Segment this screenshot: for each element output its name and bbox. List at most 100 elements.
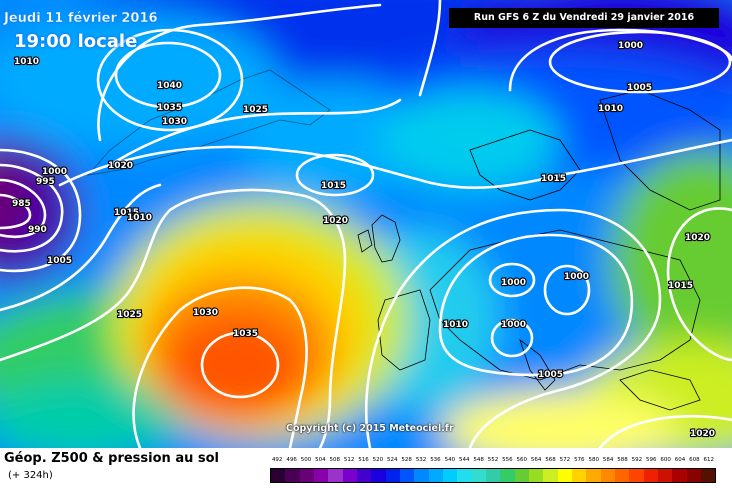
geopotential-field (0, 0, 732, 448)
legend-swatch (500, 469, 515, 482)
isobar-label: 1020 (323, 216, 348, 226)
isobar-label: 995 (36, 177, 55, 187)
legend-swatch (399, 469, 415, 482)
isobar-label: 1020 (690, 429, 715, 439)
legend-swatch (385, 469, 400, 482)
legend-swatch (442, 469, 458, 482)
forecast-time: 19:00 locale (14, 31, 138, 52)
isobar-lines (0, 0, 732, 448)
forecast-offset: (+ 324h) (8, 470, 53, 481)
legend-tick-label: 576 (574, 457, 585, 463)
legend-tick-label: 548 (473, 457, 484, 463)
legend-tick-label: 592 (631, 457, 643, 463)
legend-swatch (371, 469, 386, 482)
isobar-label: 1025 (243, 105, 268, 115)
isobar-label: 1040 (157, 81, 182, 91)
legend-ticks: 492 496 500 504 508 512 516 520 524 528 532 536 540 5… (270, 457, 716, 467)
copyright-text: Copyright (c) 2015 Meteociel.fr (286, 423, 454, 434)
isobar-label: 1005 (627, 83, 652, 93)
legend-tick-label: 496 (286, 457, 297, 463)
legend-swatch (485, 469, 501, 482)
legend-swatch (514, 469, 529, 482)
legend-bar (270, 468, 716, 483)
legend-swatch (700, 469, 716, 482)
legend-swatch (428, 469, 443, 482)
isobar-label: 1000 (618, 41, 643, 51)
isobar-label: 1000 (501, 320, 526, 330)
legend-tick-label: 504 (315, 457, 326, 463)
legend-tick-label: 552 (487, 457, 499, 463)
legend-swatch (672, 469, 687, 482)
legend-tick-label: 512 (343, 457, 355, 463)
isobar-label: 985 (12, 199, 31, 209)
isobar-label: 1030 (193, 308, 218, 318)
legend-tick-label: 544 (458, 457, 470, 463)
legend-swatch (614, 469, 630, 482)
legend-tick-label: 604 (674, 457, 686, 463)
isobar-label: 1030 (162, 117, 187, 127)
isobar-label: 1025 (117, 310, 142, 320)
model-run-label: Run GFS 6 Z du Vendredi 29 janvier 2016 (449, 8, 719, 28)
legend-tick-label: 508 (329, 457, 340, 463)
legend-swatch (643, 469, 658, 482)
legend-swatch (571, 469, 587, 482)
legend-swatch (271, 469, 286, 482)
isobar-label: 1035 (157, 103, 182, 113)
legend-swatch (457, 469, 472, 482)
weather-map: 1010 1040 1035 1030 1025 1020 1000 995 9… (0, 0, 732, 448)
legend-swatch (342, 469, 357, 482)
isobar-label: 1010 (127, 213, 152, 223)
legend-swatch (586, 469, 601, 482)
map-footer: Géop. Z500 & pression au sol (+ 324h) 49… (0, 448, 732, 488)
legend-swatch (328, 469, 343, 482)
legend-swatch (543, 469, 558, 482)
legend-swatch (356, 469, 372, 482)
legend-swatch (657, 469, 673, 482)
legend-swatch (557, 469, 572, 482)
isobar-label: 1005 (47, 256, 72, 266)
isobar-label: 1010 (598, 104, 623, 114)
isobar-label: 1015 (541, 174, 566, 184)
legend-swatch (528, 469, 544, 482)
legend-swatch (313, 469, 329, 482)
map-canvas: 1010 1040 1035 1030 1025 1020 1000 995 9… (0, 0, 732, 448)
legend-tick-label: 600 (660, 457, 671, 463)
legend-swatch (414, 469, 429, 482)
legend-tick-label: 516 (358, 457, 369, 463)
legend-tick-label: 584 (602, 457, 614, 463)
forecast-date: Jeudi 11 février 2016 (4, 11, 158, 26)
legend-swatch (471, 469, 486, 482)
legend-tick-label: 580 (588, 457, 599, 463)
isobar-label: 1035 (233, 329, 258, 339)
legend-tick-label: 536 (430, 457, 441, 463)
legend-swatch (600, 469, 615, 482)
isobar-label: 1000 (501, 278, 526, 288)
legend-tick-label: 588 (617, 457, 628, 463)
isobar-label: 1010 (443, 320, 468, 330)
isobar-label: 1020 (108, 161, 133, 171)
isobar-label: 1010 (14, 57, 39, 67)
legend-tick-label: 556 (502, 457, 513, 463)
isobar-label: 1005 (538, 370, 563, 380)
legend-tick-label: 500 (300, 457, 312, 463)
legend-tick-label: 568 (545, 457, 556, 463)
coastlines (86, 69, 721, 411)
legend-swatch (629, 469, 644, 482)
isobar-label: 1015 (668, 281, 693, 291)
legend-swatch (686, 469, 701, 482)
legend-tick-label: 608 (689, 457, 700, 463)
legend-tick-label: 492 (271, 457, 283, 463)
map-title: Géop. Z500 & pression au sol (4, 451, 219, 466)
isobar-label: 1020 (685, 233, 710, 243)
legend-tick-label: 596 (646, 457, 657, 463)
color-legend: 492 496 500 504 508 512 516 520 524 528 532 536 540 5… (270, 457, 716, 483)
legend-tick-label: 532 (415, 457, 427, 463)
legend-swatch (299, 469, 314, 482)
isobar-label: 1015 (114, 208, 139, 218)
legend-tick-label: 572 (559, 457, 571, 463)
legend-tick-label: 528 (401, 457, 412, 463)
isobar-label: 1000 (42, 167, 67, 177)
legend-swatch (285, 469, 300, 482)
isobar-label: 1015 (321, 181, 346, 191)
legend-tick-label: 524 (387, 457, 398, 463)
